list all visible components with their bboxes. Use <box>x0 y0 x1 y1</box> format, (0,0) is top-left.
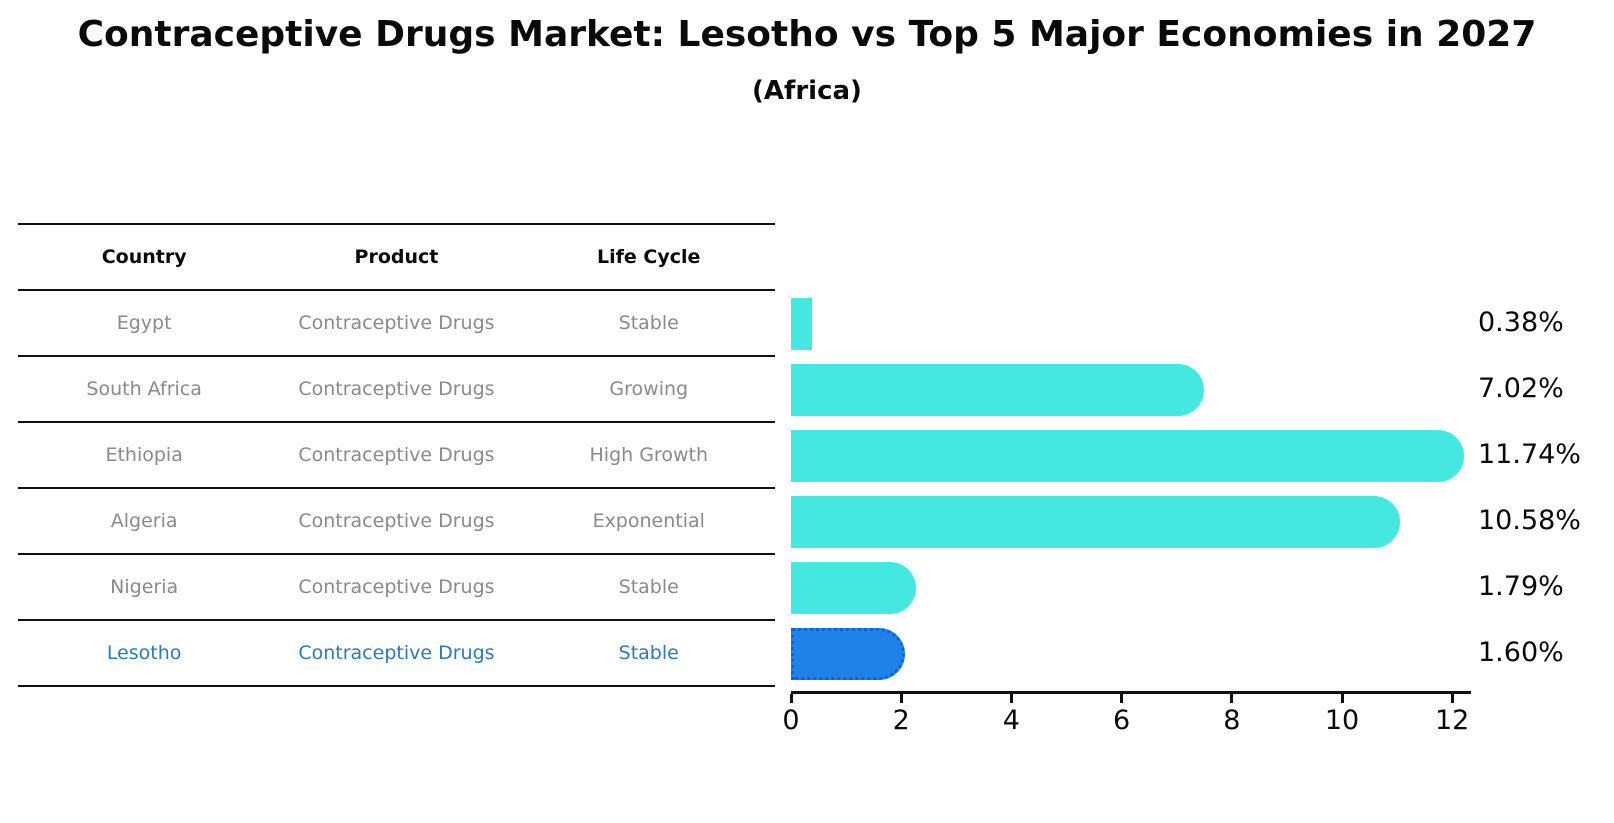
x-axis-tick-label: 2 <box>892 705 910 736</box>
bar-egypt <box>791 298 812 350</box>
bar-highlight-lesotho <box>791 628 906 680</box>
table-cell-life-cycle: Stable <box>618 312 679 334</box>
x-axis-tick-label: 8 <box>1223 705 1241 736</box>
bar-south-africa <box>791 364 1204 416</box>
header-cell-country: Country <box>101 246 187 268</box>
table-cell-country: South Africa <box>86 378 202 400</box>
table-cell-country: Algeria <box>110 510 178 532</box>
header-cell-product: Product <box>354 246 439 268</box>
table-cell-life-cycle: Exponential <box>592 510 705 532</box>
bar-value-label: 1.60% <box>1478 637 1564 668</box>
x-axis-tick-label: 6 <box>1113 705 1131 736</box>
x-axis-tick-label: 12 <box>1435 705 1470 736</box>
table-cell-product: Contraceptive Drugs <box>298 378 495 400</box>
bar-algeria <box>791 496 1400 548</box>
bar-value-label: 10.58% <box>1478 505 1581 536</box>
x-axis-tick <box>1450 694 1454 703</box>
bar-value-label: 0.38% <box>1478 307 1564 338</box>
table-row: South Africa Contraceptive Drugs Growing <box>18 357 775 423</box>
table-cell-product: Contraceptive Drugs <box>298 576 495 598</box>
table-body: Egypt Contraceptive Drugs Stable South Afri… <box>18 291 775 687</box>
table-cell-country: Egypt <box>116 312 172 334</box>
table-cell-life-cycle: Stable <box>618 642 679 664</box>
table-cell-product: Contraceptive Drugs <box>298 444 495 466</box>
table-cell-life-cycle: High Growth <box>589 444 708 466</box>
x-axis-line <box>791 691 1471 694</box>
x-axis-tick-label: 0 <box>782 705 800 736</box>
x-axis-tick <box>1230 694 1234 703</box>
table-cell-life-cycle: Growing <box>609 378 689 400</box>
table-cell-country: Nigeria <box>110 576 179 598</box>
table-header-row: Country Product Life Cycle <box>18 223 775 291</box>
bar-ethiopia <box>791 430 1464 482</box>
table-cell-product: Contraceptive Drugs <box>298 642 495 664</box>
bar-value-label: 11.74% <box>1478 439 1581 470</box>
x-axis-tick <box>1009 694 1013 703</box>
x-axis-tick <box>789 694 793 703</box>
table-row: Lesotho Contraceptive Drugs Stable <box>18 621 775 687</box>
table-row: Nigeria Contraceptive Drugs Stable <box>18 555 775 621</box>
table-cell-product: Contraceptive Drugs <box>298 510 495 532</box>
x-axis-tick <box>899 694 903 703</box>
table-cell-product: Contraceptive Drugs <box>298 312 495 334</box>
x-axis-tick-label: 4 <box>1002 705 1020 736</box>
bar-value-label: 7.02% <box>1478 373 1564 404</box>
table-cell-country: Lesotho <box>106 642 182 664</box>
page-subtitle: (Africa) <box>752 76 862 106</box>
bar-value-label: 1.79% <box>1478 571 1564 602</box>
table-row: Egypt Contraceptive Drugs Stable <box>18 291 775 357</box>
header-cell-lifecycle: Life Cycle <box>597 246 701 268</box>
x-axis-tick-label: 10 <box>1324 705 1360 736</box>
comparison-table: Country Product Life Cycle Egypt Contrace… <box>18 223 775 687</box>
x-axis-tick <box>1340 694 1344 703</box>
table-row: Ethiopia Contraceptive Drugs High Growth <box>18 423 775 489</box>
table-row: Algeria Contraceptive Drugs Exponential <box>18 489 775 555</box>
table-cell-country: Ethiopia <box>105 444 183 466</box>
x-axis-tick <box>1120 694 1124 703</box>
page-title: Contraceptive Drugs Market: Lesotho vs T… <box>77 14 1537 55</box>
bar-nigeria <box>791 562 916 614</box>
table-cell-life-cycle: Stable <box>618 576 679 598</box>
